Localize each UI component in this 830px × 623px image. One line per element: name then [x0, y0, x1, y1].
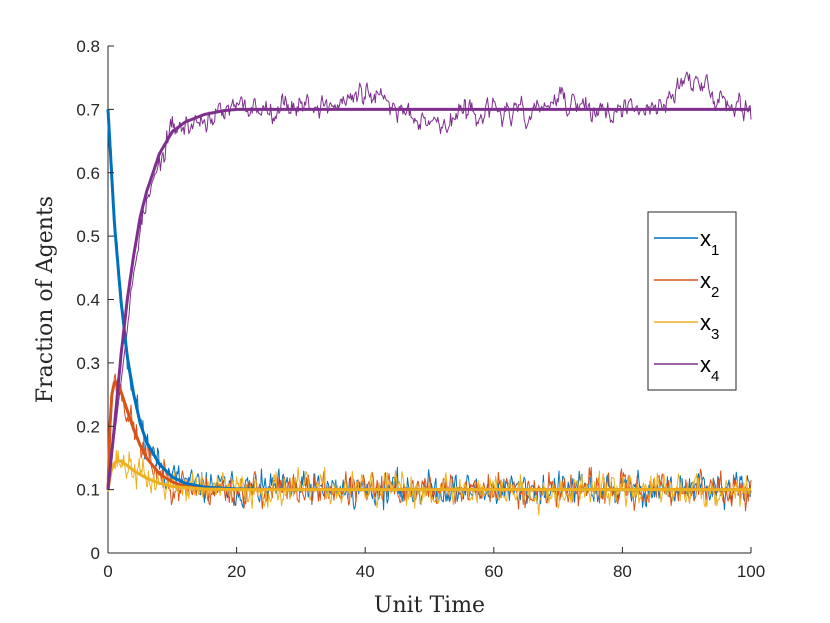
y-tick-label: 0.3	[76, 354, 100, 373]
x-axis-label: Unit Time	[374, 593, 485, 618]
legend-box	[647, 211, 737, 391]
y-tick-label: 0	[91, 544, 100, 563]
axis-ticks: 0 20 40 60 80 100 0 0.1 0.2 0.3 0.4 0.5 0.6 0.7 0.8	[76, 37, 765, 581]
legend-subscript: 4	[711, 368, 719, 385]
noisy-trace-x3	[107, 449, 752, 516]
x-tick-label: 80	[613, 562, 632, 581]
x-tick-label: 60	[484, 562, 503, 581]
x-tick-label: 100	[737, 562, 765, 581]
y-tick-label: 0.8	[76, 37, 100, 56]
y-tick-label: 0.2	[76, 417, 100, 436]
y-axis-label: Fraction of Agents	[33, 196, 58, 403]
legend-subscript: 1	[711, 242, 719, 259]
x-tick-label: 0	[103, 562, 112, 581]
legend-subscript: 3	[711, 326, 719, 343]
mean-curve-x4	[106, 107, 751, 491]
mean-curve-x3	[106, 459, 751, 492]
x-tick-label: 20	[227, 562, 246, 581]
y-tick-label: 0.4	[76, 291, 100, 310]
x-tick-label: 40	[356, 562, 375, 581]
y-tick-label: 0.1	[76, 481, 100, 500]
y-tick-label: 0.6	[76, 164, 100, 183]
y-tick-label: 0.7	[76, 100, 100, 119]
y-tick-label: 0.5	[76, 227, 100, 246]
mean-curve-layer	[106, 107, 751, 492]
legend-subscript: 2	[711, 284, 719, 301]
